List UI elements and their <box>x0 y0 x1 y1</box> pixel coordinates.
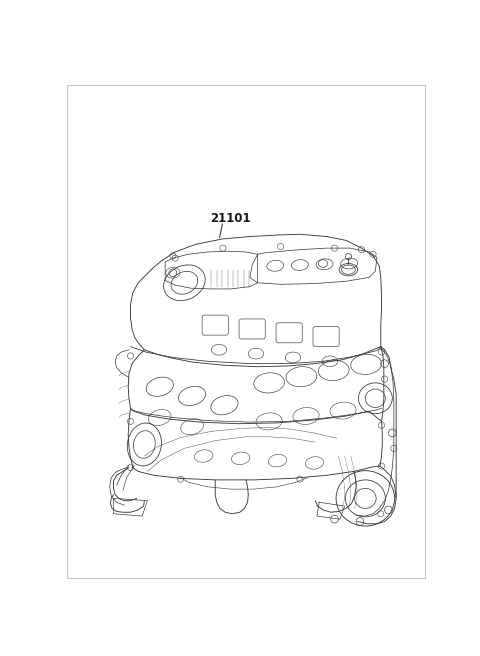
Text: 21101: 21101 <box>210 213 251 226</box>
